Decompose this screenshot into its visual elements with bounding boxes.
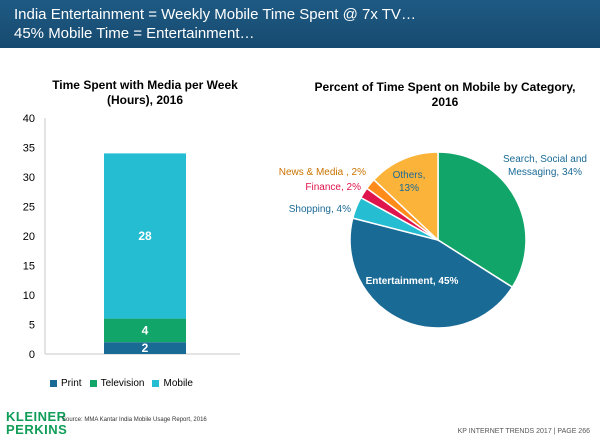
legend-swatch (152, 380, 160, 387)
bar-segment-print (104, 342, 186, 354)
legend-label: Print (61, 378, 82, 389)
stacked-bar-chart: 0 5 10 15 20 25 30 35 40 2 4 28 (23, 113, 240, 361)
bar-chart-legend: Print Television Mobile (50, 378, 250, 389)
legend-item-print: Print (50, 378, 82, 389)
slide-title-line-2: 45% Mobile Time = Entertainment… (14, 25, 255, 42)
pie-label-entertainment: Entertainment, 45% (366, 276, 459, 287)
y-tick-label: 20 (23, 231, 35, 243)
bar-data-label: 28 (138, 229, 152, 243)
bar-chart-title: Time Spent with Media per Week (Hours), … (52, 78, 238, 107)
bar-segment-television (104, 318, 186, 343)
pie-chart-title: Percent of Time Spent on Mobile by Categ… (314, 80, 576, 109)
pie-label-news-media: News & Media , 2% (279, 167, 366, 178)
pie-slice (372, 151, 439, 242)
bar-data-label: 4 (142, 323, 149, 337)
y-tick-label: 15 (23, 261, 35, 273)
legend-label: Television (100, 378, 145, 389)
y-tick-label: 35 (23, 143, 35, 155)
y-tick-label: 25 (23, 202, 35, 214)
pie-label-search-social: Messaging, 34% (508, 167, 582, 178)
source-note: Source: MMA Kantar India Mobile Usage Re… (62, 417, 207, 423)
pie-label-others: 13% (399, 183, 419, 194)
bar-segment-mobile (104, 153, 186, 319)
y-tick-label: 10 (23, 290, 35, 302)
pie-slice (349, 217, 514, 329)
pie-chart: Search, Social and Messaging, 34% Entertai… (279, 151, 587, 329)
y-tick-label: 0 (29, 349, 35, 361)
legend-swatch (89, 380, 97, 387)
kleiner-perkins-logo: KLEINER PERKINS (6, 409, 68, 437)
pie-label-search-social: Search, Social and (503, 154, 587, 165)
page-number: KP INTERNET TRENDS 2017 | PAGE 266 (457, 428, 590, 435)
pie-label-others: Others, (393, 170, 426, 181)
slide-header: India Entertainment = Weekly Mobile Time… (0, 0, 600, 48)
y-tick-label: 40 (23, 113, 35, 125)
y-tick-label: 30 (23, 172, 35, 184)
slide-title-line-1: India Entertainment = Weekly Mobile Time… (14, 6, 416, 23)
legend-swatch (50, 380, 57, 387)
y-tick-label: 5 (29, 320, 35, 332)
legend-item-television: Television (89, 378, 145, 389)
pie-label-finance: Finance, 2% (305, 182, 361, 193)
pie-label-shopping: Shopping, 4% (289, 204, 351, 215)
legend-item-mobile: Mobile (152, 378, 193, 389)
legend-label: Mobile (163, 378, 193, 389)
bar-data-label: 2 (142, 341, 149, 355)
